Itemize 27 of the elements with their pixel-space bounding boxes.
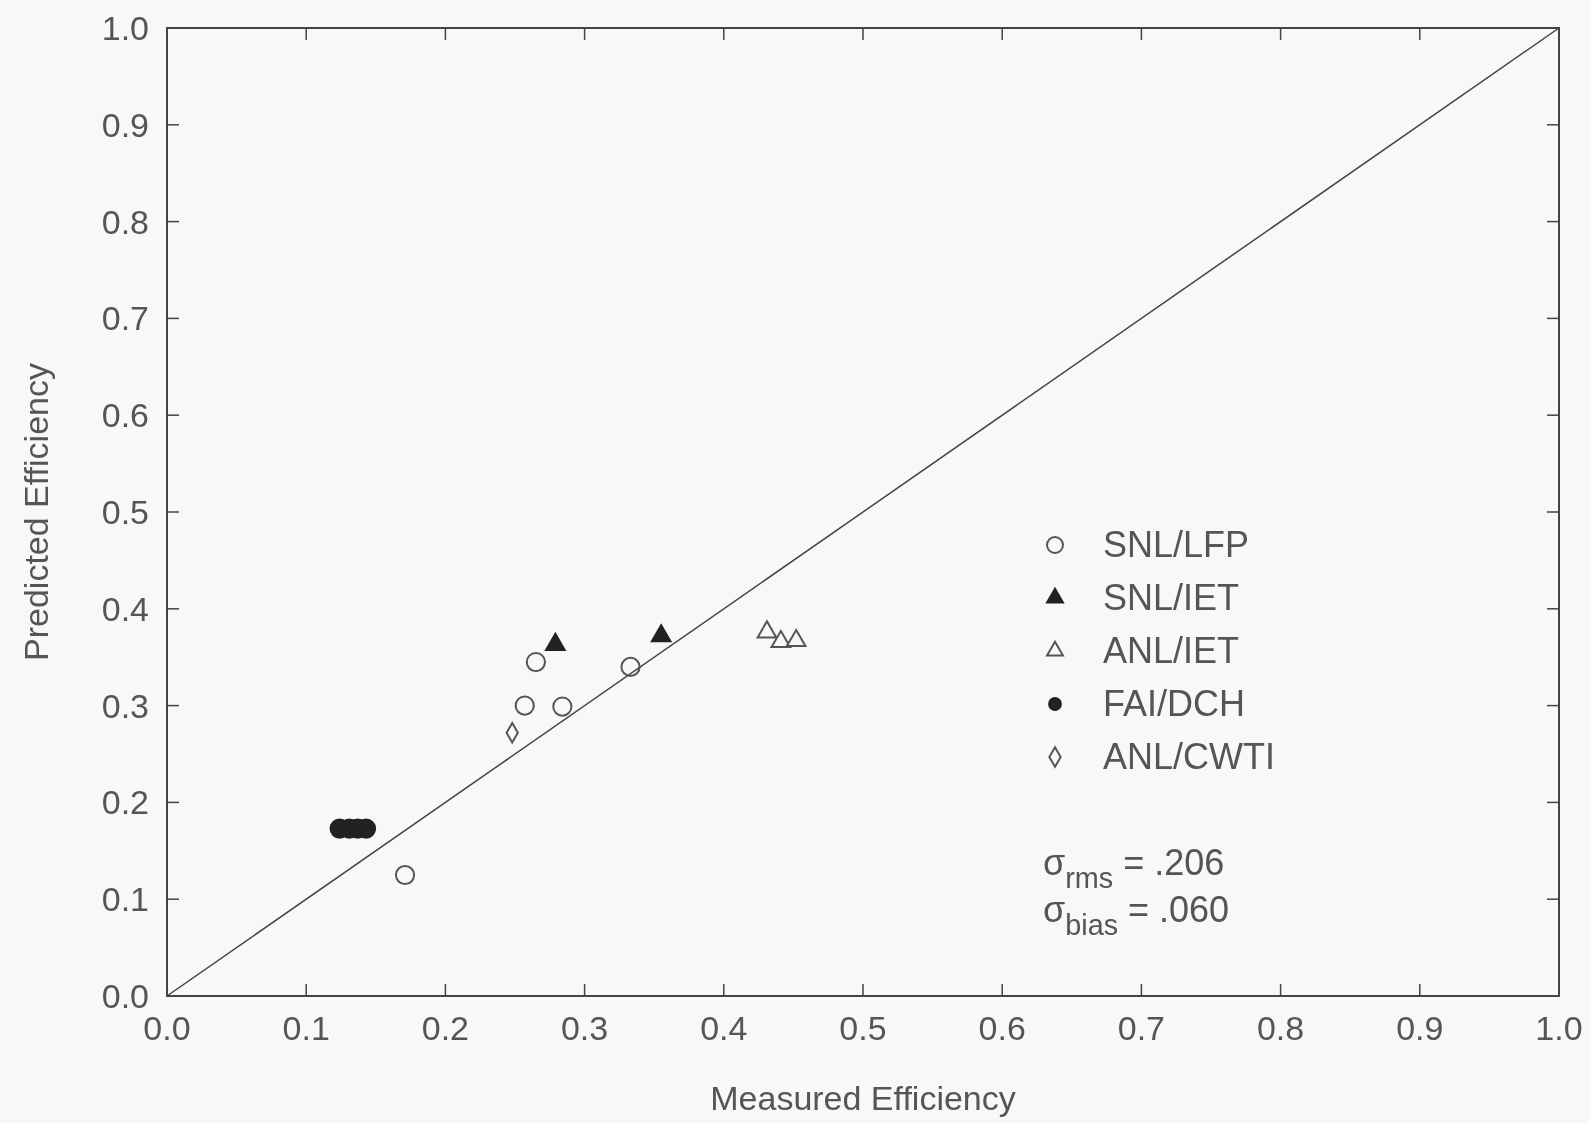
y-tick-label: 0.6 [101,396,149,435]
y-tick-label: 0.8 [101,202,149,241]
y-tick-label: 1.0 [101,9,149,47]
x-tick-label: 0.8 [1256,1009,1305,1047]
y-tick-label: 0.9 [101,105,149,144]
x-tick-label: 0.2 [421,1009,470,1047]
legend-label: SNL/IET [1103,577,1240,618]
y-tick-label: 0.2 [101,783,149,822]
legend-label: ANL/IET [1103,630,1240,671]
x-tick-label: 1.0 [1535,1009,1583,1047]
y-axis-title: Predicted Efficiency [17,363,55,661]
x-tick-label: 0.1 [282,1009,330,1047]
y-tick-label: 0.4 [101,589,149,628]
x-axis-title: Measured Efficiency [710,1079,1016,1117]
x-tick-label: 0.5 [839,1009,887,1047]
legend-label: ANL/CWTI [1103,736,1276,777]
x-tick-label: 0.4 [700,1009,748,1047]
x-tick-label: 0.9 [1396,1009,1444,1047]
x-tick-label: 0.3 [560,1009,609,1047]
y-tick-label: 0.3 [101,686,149,725]
x-tick-label: 0.6 [978,1009,1026,1047]
y-tick-label: 0.1 [101,880,149,919]
legend-label: SNL/LFP [1103,524,1250,565]
y-tick-label: 0.5 [101,493,149,531]
y-tick-label: 0.7 [101,299,149,338]
legend-label: FAI/DCH [1103,683,1246,724]
x-tick-label: 0.7 [1117,1009,1166,1047]
